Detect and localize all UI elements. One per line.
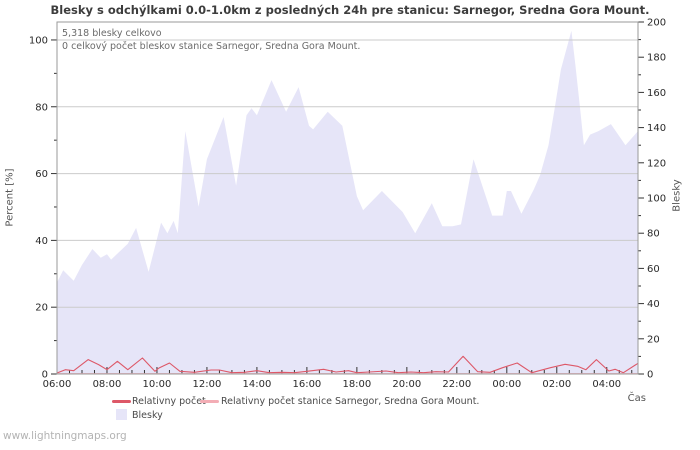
- x-tick-label: 20:00: [392, 379, 421, 390]
- y-left-tick-label: 60: [35, 169, 48, 180]
- y-right-tick-label: 120: [647, 158, 666, 169]
- x-tick-label: 18:00: [342, 379, 371, 390]
- y-right-tick-label: 160: [647, 88, 666, 99]
- legend-swatch-blesky-area: [116, 409, 127, 420]
- legend-label-station-relative-count: Relativny počet stanice Sarnegor, Sredna…: [221, 396, 480, 407]
- x-tick-label: 08:00: [93, 379, 122, 390]
- y-right-ticks: [638, 21, 644, 375]
- station-strikes-annotation: 0 celkový počet bleskov stanice Sarnegor…: [62, 41, 361, 52]
- gridlines: [57, 39, 638, 308]
- x-tick-label: 10:00: [143, 379, 172, 390]
- y-left-ticks: [51, 39, 57, 375]
- x-tick-label: 22:00: [442, 379, 471, 390]
- watermark-url: www.lightningmaps.org: [3, 430, 127, 442]
- y-left-tick-label: 20: [35, 303, 48, 314]
- x-tick-label: 04:00: [592, 379, 621, 390]
- x-tick-label: 16:00: [292, 379, 321, 390]
- y-left-tick-label: 80: [35, 102, 48, 113]
- x-tick-label: 14:00: [242, 379, 271, 390]
- y-right-tick-label: 20: [647, 334, 660, 345]
- y-right-tick-label: 0: [647, 370, 653, 381]
- legend-label-blesky: Blesky: [132, 410, 163, 421]
- y-right-tick-label: 100: [647, 194, 666, 205]
- x-tick-label: 00:00: [492, 379, 521, 390]
- y-axis-label-percent: Percent [%]: [4, 168, 16, 227]
- x-tick-label: 06:00: [43, 379, 72, 390]
- legend-swatch-station-relative-count: [200, 400, 219, 403]
- area-series-blesky: [57, 30, 638, 375]
- chart-title: Blesky s odchýlkami 0.0-1.0km z posledný…: [50, 3, 650, 17]
- y-right-tick-label: 80: [647, 229, 660, 240]
- y-right-tick-label: 200: [647, 18, 666, 29]
- y-right-tick-label: 40: [647, 299, 660, 310]
- total-strikes-annotation: 5,318 blesky celkovo: [62, 28, 162, 39]
- y-right-tick-label: 60: [647, 264, 660, 275]
- x-axis-label-cas: Čas: [627, 393, 646, 404]
- legend-label-relative-count: Relativny počet: [132, 396, 206, 407]
- x-tick-label: 12:00: [193, 379, 222, 390]
- y-axis-label-blesky: Blesky: [671, 179, 683, 212]
- legend-swatch-relative-count: [112, 400, 131, 403]
- y-left-tick-label: 40: [35, 236, 48, 247]
- plot-border: [56, 21, 639, 375]
- y-right-tick-label: 140: [647, 123, 666, 134]
- y-left-tick-label: 100: [29, 35, 48, 46]
- y-left-tick-label: 0: [42, 370, 48, 381]
- y-right-tick-label: 180: [647, 53, 666, 64]
- x-tick-label: 02:00: [542, 379, 571, 390]
- line-series-0: [56, 355, 639, 374]
